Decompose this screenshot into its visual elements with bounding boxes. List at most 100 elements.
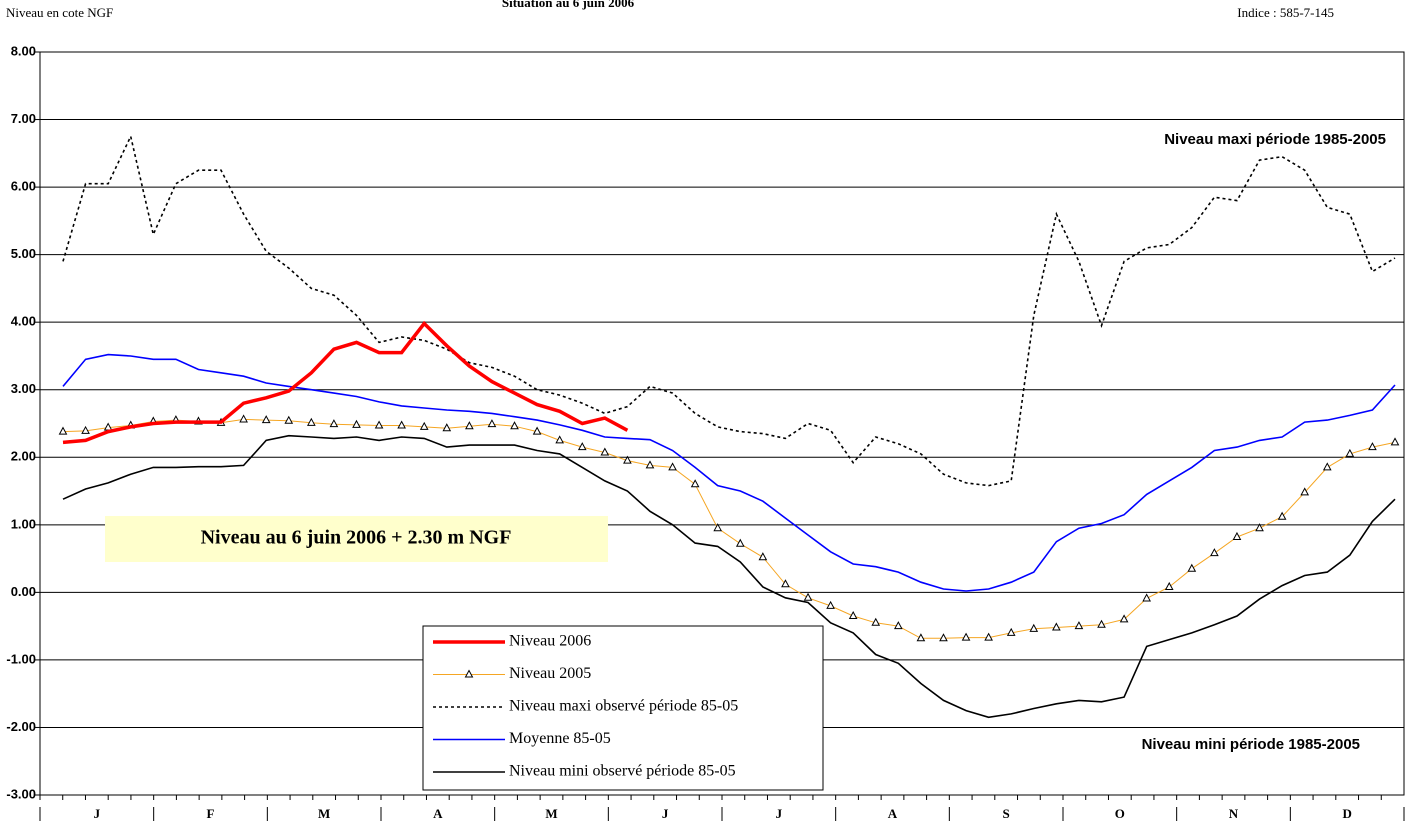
legend-label: Niveau maxi observé période 85-05 (509, 698, 738, 715)
y-tick-label: -3.00 (6, 786, 36, 801)
point-marker (374, 420, 384, 429)
y-tick-label: 8.00 (11, 43, 36, 58)
point-marker (555, 435, 565, 444)
point-marker (103, 422, 113, 431)
legend-label: Moyenne 85-05 (509, 730, 611, 747)
point-marker (1119, 614, 1129, 623)
chart-title: Situation au 6 juin 2006 (502, 0, 635, 10)
point-marker (781, 579, 790, 588)
point-marker (1074, 621, 1084, 630)
point-marker (1210, 548, 1219, 557)
point-marker (1277, 511, 1287, 520)
x-tick-label: M (545, 806, 557, 821)
point-marker (735, 538, 745, 547)
series-line (62, 418, 1396, 639)
point-marker (81, 425, 90, 434)
text-box-label: Niveau au 6 juin 2006 + 2.30 m NGF (201, 527, 512, 549)
y-tick-label: -1.00 (6, 651, 36, 666)
point-marker (58, 426, 68, 435)
point-marker (668, 462, 677, 471)
point-marker (826, 600, 835, 609)
series-line (62, 434, 1396, 719)
point-marker (577, 442, 587, 451)
legend-marker (464, 669, 474, 678)
series-line (62, 320, 629, 445)
point-marker (961, 632, 971, 641)
legend-label: Niveau 2006 (509, 633, 591, 650)
point-marker (600, 447, 610, 456)
x-tick-label: S (1003, 806, 1010, 821)
text-box (105, 516, 608, 562)
point-marker (1300, 487, 1310, 496)
point-marker (1164, 581, 1174, 590)
point-marker (510, 421, 519, 430)
y-tick-label: 2.00 (11, 449, 36, 464)
x-tick-label: J (94, 806, 101, 821)
point-marker (713, 523, 723, 532)
point-marker (1142, 593, 1151, 602)
point-marker (645, 460, 655, 469)
point-marker (1322, 462, 1332, 471)
point-marker (848, 610, 858, 620)
x-tick-label: J (776, 806, 783, 821)
point-marker (1097, 619, 1106, 628)
point-marker (758, 552, 768, 561)
point-marker (419, 421, 429, 430)
y-tick-label: -2.00 (6, 719, 36, 734)
point-marker (1390, 437, 1400, 446)
point-marker (1006, 627, 1016, 636)
x-tick-label: A (888, 806, 898, 821)
point-marker (939, 633, 948, 642)
x-tick-label: F (207, 806, 215, 821)
x-tick-label: D (1342, 806, 1351, 821)
point-marker (1345, 448, 1355, 457)
point-marker (465, 421, 474, 430)
point-marker (1052, 622, 1061, 631)
point-marker (984, 632, 993, 641)
point-marker (284, 415, 294, 424)
legend-label: Niveau 2005 (509, 665, 591, 682)
point-marker (690, 479, 700, 488)
point-marker (487, 419, 497, 428)
point-marker (893, 621, 903, 630)
x-tick-label: O (1115, 806, 1125, 821)
series-line (62, 353, 1396, 592)
y-tick-label: 4.00 (11, 314, 36, 329)
note: Indice : 585-7-145 (1237, 5, 1334, 20)
legend (422, 625, 824, 791)
point-marker (1029, 623, 1039, 632)
y-tick-label: 1.00 (11, 516, 36, 531)
point-marker (307, 417, 316, 426)
y-tick-label: 3.00 (11, 381, 36, 396)
series-line (62, 133, 1396, 487)
x-tick-label: M (318, 806, 330, 821)
annotation: Niveau mini période 1985-2005 (1142, 736, 1360, 753)
point-marker (916, 633, 926, 642)
point-marker (1232, 531, 1242, 540)
point-marker (329, 419, 339, 428)
point-marker (442, 423, 452, 432)
y-tick-label: 5.00 (11, 246, 36, 261)
point-marker (532, 426, 542, 435)
point-marker (352, 419, 361, 428)
point-marker (1187, 563, 1197, 572)
y-tick-label: 6.00 (11, 179, 36, 194)
point-marker (239, 414, 248, 423)
point-marker (1368, 442, 1377, 451)
point-marker (871, 617, 881, 626)
x-tick-label: A (433, 806, 443, 821)
legend-label: Niveau mini observé période 85-05 (509, 763, 736, 780)
y-axis-label: Niveau en cote NGF (6, 5, 113, 20)
y-tick-label: 7.00 (11, 111, 36, 126)
point-marker (623, 455, 632, 464)
x-tick-label: N (1229, 806, 1239, 821)
x-tick-label: J (662, 806, 669, 821)
y-tick-label: 0.00 (11, 584, 36, 599)
point-marker (261, 415, 271, 424)
point-marker (803, 592, 813, 601)
annotation: Niveau maxi période 1985-2005 (1164, 131, 1386, 148)
point-marker (1255, 523, 1264, 532)
point-marker (397, 420, 406, 429)
